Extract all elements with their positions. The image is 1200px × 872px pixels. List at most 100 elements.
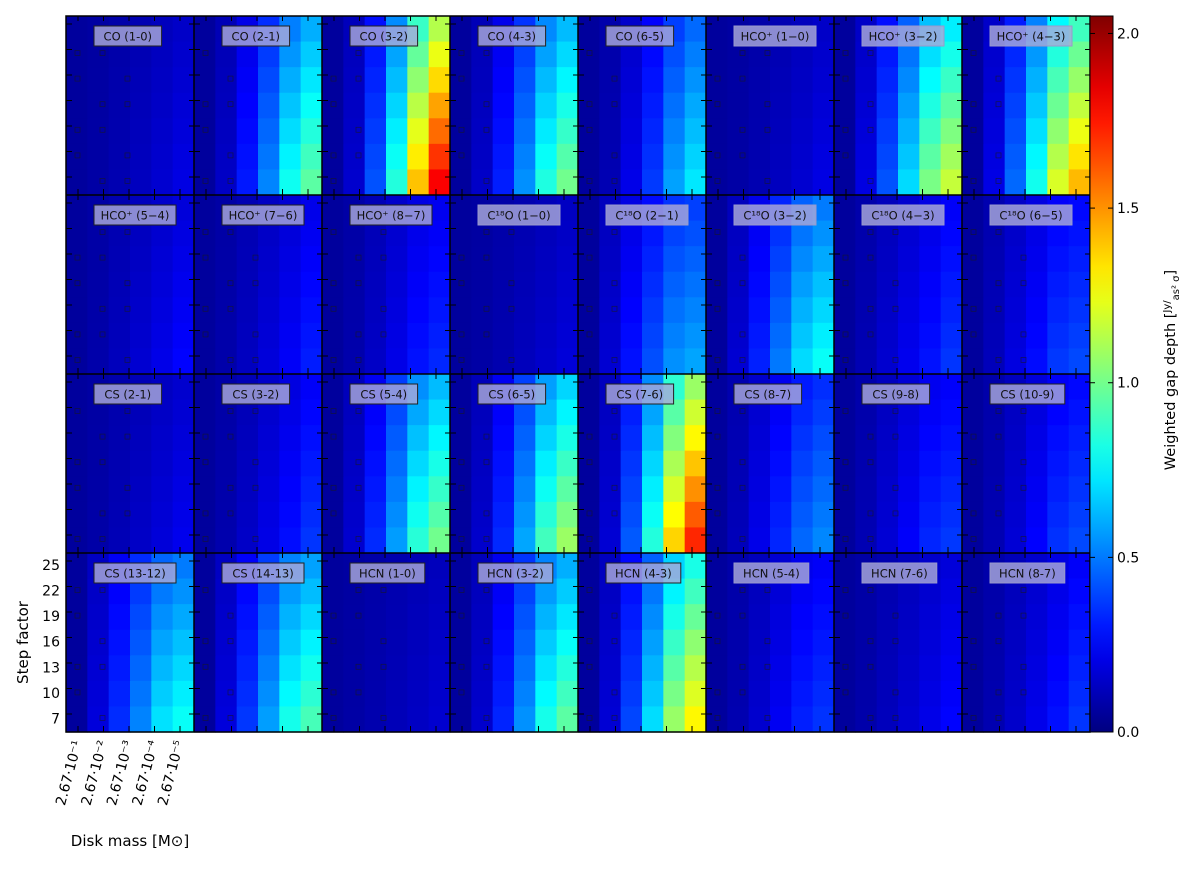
marker [99,178,106,184]
heatmap-cell [791,92,814,119]
heatmap-cell [236,425,259,452]
marker [330,408,337,414]
heatmap-cell [492,92,515,119]
heatmap-cell [962,220,984,247]
heatmap-cell [919,680,942,708]
heatmap-cell [834,629,856,656]
heatmap-cell [450,271,472,298]
heatmap-cell [471,629,494,656]
marker [355,75,362,82]
heatmap-cell [812,501,835,529]
heatmap-cell [855,169,878,196]
heatmap-cell [706,604,728,631]
marker [252,357,259,363]
panel-label-box [733,562,810,584]
marker [380,587,387,593]
heatmap-cell [66,67,88,94]
marker [714,305,721,312]
marker [842,663,849,670]
heatmap-cell [940,425,963,452]
marker [611,305,618,312]
heatmap-cell [578,399,600,426]
heatmap-cell [428,271,451,298]
heatmap-cell [364,246,387,273]
panel-label: CS (2-1) [104,388,151,402]
marker [202,587,209,593]
marker [892,280,899,287]
heatmap-cell [364,450,387,477]
heatmap-cell [66,16,88,43]
heatmap-cell [492,450,515,477]
marker [330,612,337,619]
heatmap-cell [130,399,152,426]
marker [739,612,746,619]
heatmap-cell [1004,41,1027,68]
heatmap-cell [386,271,408,298]
heatmap-cell [599,527,622,554]
heatmap-cell [1068,374,1091,401]
heatmap-cell [684,527,707,554]
heatmap-cell [386,169,408,196]
heatmap-cell [599,348,622,375]
heatmap-cell [962,450,984,477]
marker [74,280,81,287]
heatmap-cell [578,246,600,273]
heatmap-cell [364,501,387,529]
heatmap-cell [514,680,536,708]
heatmap-cell [407,655,430,682]
heatmap-cell [258,706,280,733]
heatmap-cell [194,271,216,298]
heatmap-cell [940,220,963,247]
marker [611,408,618,414]
heatmap-cell [791,476,814,503]
heatmap-cell [343,322,366,350]
colorbar-tick-label: 0.0 [1117,725,1139,741]
heatmap-cell [386,220,408,247]
heatmap-cell [855,680,878,708]
heatmap-cell [1068,16,1091,43]
heatmap-cell [983,67,1006,94]
heatmap-cell [791,604,814,631]
heatmap-cell [471,67,494,94]
heatmap-cell [876,143,899,171]
heatmap-cell [108,604,131,631]
heatmap-cell [343,41,366,68]
heatmap-cell [834,67,856,94]
heatmap-cell [1047,67,1070,94]
heatmap-cell [876,169,899,196]
panel-label: CO (2-1) [232,30,281,44]
heatmap-cell [535,297,558,324]
heatmap-cell [727,501,750,529]
heatmap-cell [236,322,259,350]
heatmap-cell [1026,501,1048,529]
heatmap-cell [407,578,430,605]
heatmap-cell [428,450,451,477]
marker [970,178,977,184]
heatmap-cell [108,578,131,605]
heatmap-cell [1004,655,1027,682]
heatmap-cell [962,348,984,375]
heatmap-cell [87,629,110,656]
heatmap-cell [450,578,472,605]
heatmap-cell [236,450,259,477]
heatmap-cell [514,476,536,503]
marker [330,75,337,82]
heatmap-cell [322,655,344,682]
panel: HCO⁺ (3−2) [833,15,963,196]
heatmap-cell [279,476,302,503]
heatmap-cell [684,604,707,631]
marker [330,280,337,287]
heatmap-cell [962,246,984,273]
marker [124,408,131,414]
panel-label: HCO⁺ (4−3) [997,30,1066,44]
heatmap-cell [834,348,856,375]
marker [764,663,771,670]
heatmap-cell [940,348,963,375]
marker [970,305,977,312]
heatmap-cell [898,246,920,273]
heatmap-cell [514,92,536,119]
marker [330,433,337,440]
marker [74,484,81,491]
heatmap-cell [876,348,899,375]
panel-grid: CO (1-0) CO (2-1) CO (3-2) CO (4-3) CO (6-5)… [65,15,1091,733]
